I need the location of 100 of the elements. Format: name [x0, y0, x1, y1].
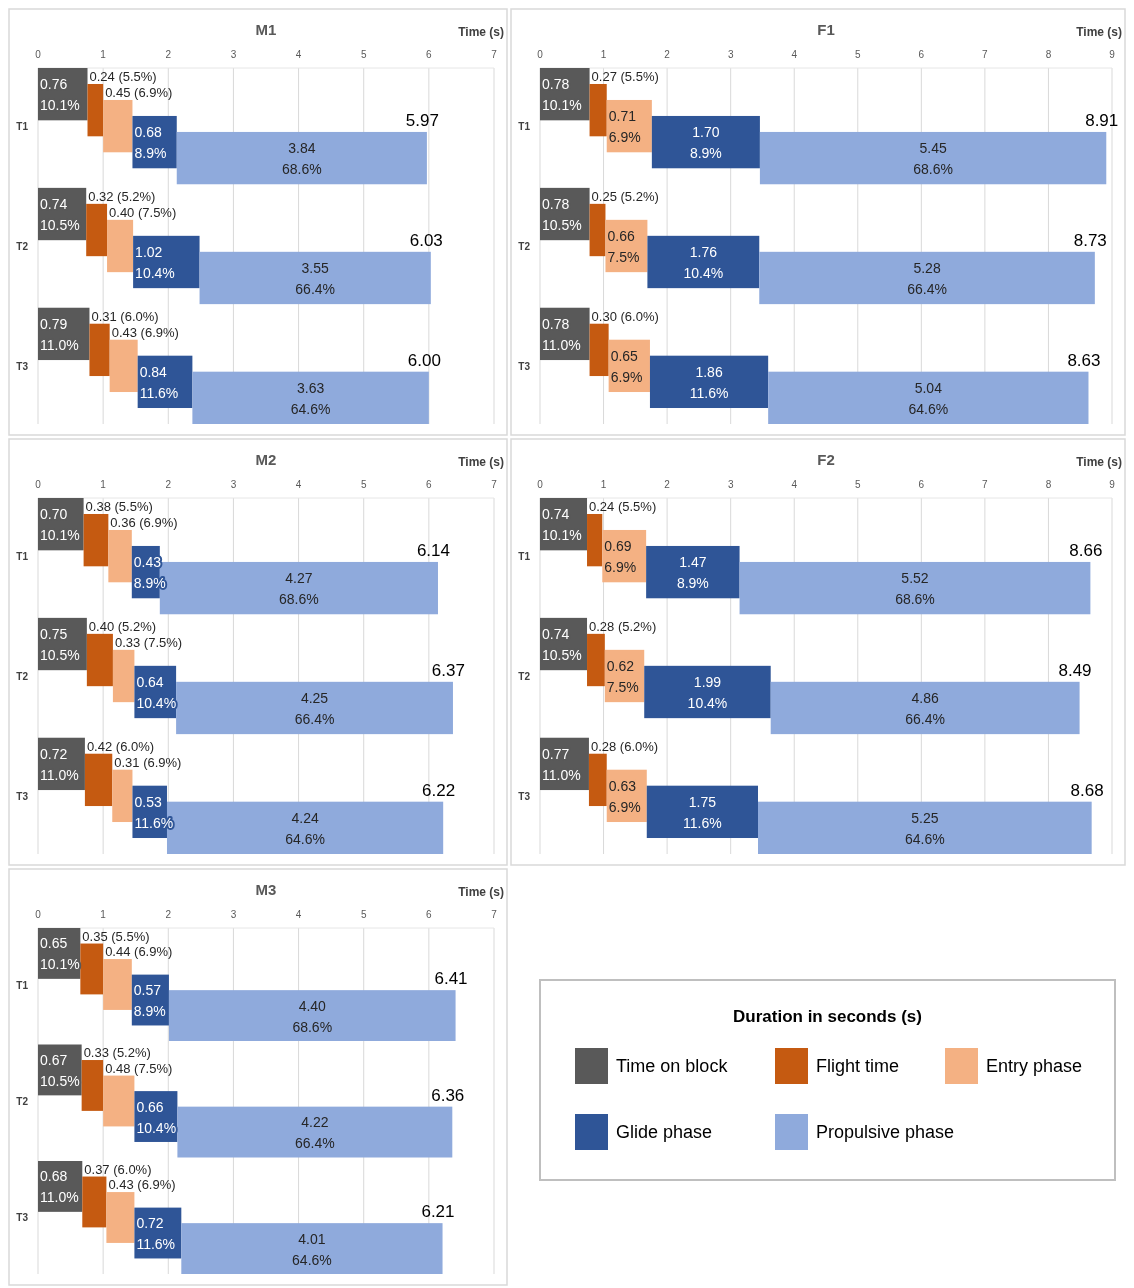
- total-label: 8.73: [1073, 230, 1107, 250]
- data-label: 0.44 (6.9%): [105, 944, 173, 960]
- data-label: 0.74 10.5%: [542, 626, 582, 664]
- data-label: 0.84 11.6%: [139, 363, 179, 401]
- bar: [107, 219, 134, 273]
- data-label: 0.42 (6.0%): [86, 738, 155, 754]
- x-tick-label: 6: [426, 909, 433, 920]
- data-label: 0.75 10.5%: [40, 626, 80, 664]
- x-tick-label: 2: [165, 909, 172, 920]
- data-label: 0.31 (6.0%): [91, 308, 159, 324]
- y-tick-label: T2: [16, 671, 29, 682]
- data-label: 4.27 68.6%: [279, 570, 319, 608]
- bar: [646, 545, 740, 599]
- x-axis-title: Time (s): [458, 885, 504, 899]
- bar: [112, 649, 135, 703]
- data-label: 0.78 10.1%: [542, 76, 582, 114]
- bar: [112, 769, 133, 823]
- data-label: 1.76 10.4%: [683, 243, 724, 281]
- x-tick-label: 4: [791, 479, 798, 490]
- y-tick-label: T2: [518, 241, 531, 252]
- x-tick-label: 3: [727, 479, 734, 490]
- bar: [589, 323, 609, 377]
- bar: [86, 633, 113, 687]
- bar: [81, 1060, 104, 1111]
- data-label: 1.86 11.6%: [689, 363, 729, 401]
- data-label: 0.43 8.9%: [133, 554, 166, 592]
- x-tick-label: 6: [426, 479, 433, 490]
- bar: [199, 251, 431, 305]
- bar: [177, 1106, 453, 1158]
- bar: [87, 83, 104, 137]
- bar: [103, 1075, 135, 1127]
- y-tick-label: T2: [16, 1096, 29, 1107]
- data-label: 0.72 11.0%: [40, 745, 79, 783]
- total-label: 6.22: [422, 780, 456, 800]
- data-label: 0.53 11.6%: [134, 793, 174, 831]
- data-label: 0.70 10.1%: [40, 506, 80, 544]
- legend-label: Entry phase: [986, 1056, 1083, 1076]
- x-tick-label: 9: [1109, 479, 1116, 490]
- bar: [168, 990, 456, 1041]
- x-tick-label: 6: [426, 49, 433, 60]
- data-label: 1.70 8.9%: [689, 124, 722, 162]
- total-label: 8.49: [1058, 660, 1092, 680]
- bar: [649, 355, 769, 409]
- bar: [86, 203, 108, 257]
- data-label: 1.02 10.4%: [135, 243, 175, 281]
- data-label: 4.24 64.6%: [285, 809, 325, 847]
- data-label: 0.79 11.0%: [40, 315, 79, 353]
- total-label: 8.66: [1069, 540, 1103, 560]
- y-tick-label: T1: [16, 551, 29, 563]
- x-tick-label: 1: [600, 479, 607, 490]
- x-tick-label: 5: [360, 479, 367, 490]
- x-axis-title: Time (s): [1076, 455, 1122, 469]
- chart-title: M3: [255, 881, 277, 898]
- chart-title: M1: [255, 21, 277, 38]
- x-tick-label: 8: [1045, 49, 1052, 60]
- x-tick-label: 0: [537, 479, 544, 490]
- data-label: 0.27 (5.5%): [591, 68, 659, 84]
- bar: [103, 959, 132, 1010]
- bar: [739, 561, 1091, 615]
- data-label: 5.52 68.6%: [895, 570, 935, 608]
- data-label: 0.77 11.0%: [542, 745, 581, 783]
- x-tick-label: 5: [855, 49, 861, 60]
- x-tick-label: 4: [295, 909, 302, 920]
- bar: [770, 681, 1080, 735]
- data-label: 0.68 11.0%: [40, 1168, 79, 1206]
- bar: [759, 251, 1095, 305]
- data-label: 0.24 (5.5%): [589, 498, 657, 514]
- data-label: 0.65 10.1%: [40, 935, 80, 973]
- x-tick-label: 9: [1109, 49, 1116, 60]
- y-tick-label: T3: [16, 790, 29, 802]
- legend-label: Time on block: [616, 1056, 729, 1076]
- data-label: 0.30 (6.0%): [591, 308, 659, 324]
- data-label: 4.01 64.6%: [292, 1230, 332, 1268]
- chart-title: F1: [817, 21, 835, 38]
- x-tick-label: 7: [491, 909, 498, 920]
- legend-label: Propulsive phase: [816, 1122, 955, 1142]
- x-tick-label: 6: [918, 49, 925, 60]
- x-axis-title: Time (s): [1076, 25, 1122, 39]
- x-axis-title: Time (s): [458, 25, 504, 39]
- x-tick-label: 0: [35, 49, 42, 60]
- bar: [181, 1223, 443, 1274]
- x-tick-label: 4: [295, 479, 302, 490]
- x-tick-label: 0: [35, 479, 42, 490]
- bar: [758, 801, 1092, 854]
- data-label: 0.69 6.9%: [604, 538, 637, 576]
- y-tick-label: T3: [16, 1212, 29, 1224]
- data-label: 0.68 8.9%: [134, 124, 167, 162]
- data-label: 1.99 10.4%: [687, 673, 728, 711]
- data-label: 0.31 (6.9%): [114, 754, 182, 770]
- y-tick-label: T1: [518, 121, 531, 133]
- total-label: 6.00: [407, 350, 441, 370]
- total-label: 6.14: [416, 540, 450, 560]
- data-label: 3.84 68.6%: [281, 140, 322, 178]
- bar: [759, 131, 1107, 185]
- x-tick-label: 4: [295, 49, 302, 60]
- x-tick-label: 7: [491, 479, 498, 490]
- data-label: 0.32 (5.2%): [88, 188, 156, 204]
- y-tick-label: T1: [16, 979, 29, 991]
- x-tick-label: 2: [664, 479, 671, 490]
- x-axis-title: Time (s): [458, 455, 504, 469]
